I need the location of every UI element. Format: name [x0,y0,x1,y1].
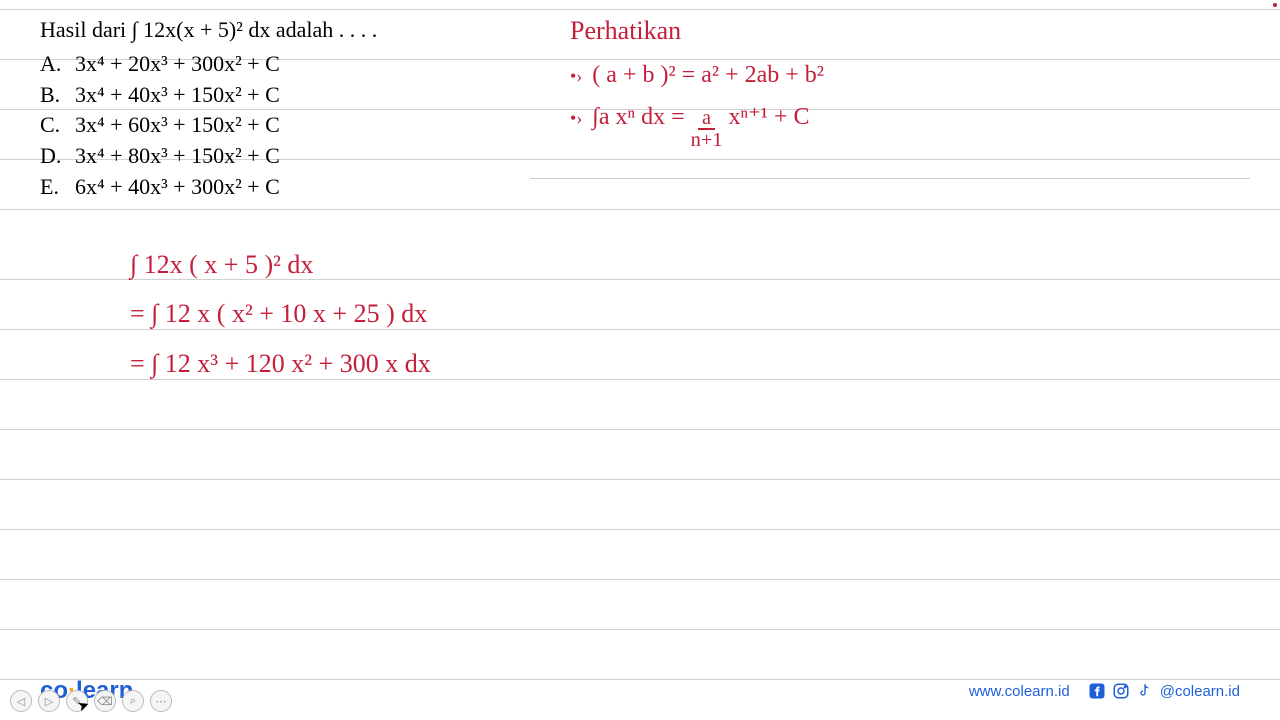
eraser-button[interactable]: ⌫ [94,690,116,712]
fraction: a n+1 [687,108,727,151]
footer-right: www.colearn.id @colearn.id [969,682,1240,700]
bullet-icon: •› [570,104,582,133]
formula-left: ∫a xⁿ dx = [592,98,684,136]
formula-right: xⁿ⁺¹ + C [729,98,810,136]
social-icons: @colearn.id [1088,682,1240,700]
bullet-icon: •› [570,62,582,91]
work-line-1: ∫ 12x ( x + 5 )² dx [130,240,431,289]
option-value: 3x⁴ + 60x³ + 150x² + C [75,110,280,141]
work-block: ∫ 12x ( x + 5 )² dx = ∫ 12 x ( x² + 10 x… [130,240,431,388]
option-label: C. [40,110,75,141]
option-value: 3x⁴ + 40x³ + 150x² + C [75,80,280,111]
more-button[interactable]: ⋯ [150,690,172,712]
tiktok-icon[interactable] [1136,682,1154,700]
zoom-button[interactable]: ⌕ [122,690,144,712]
work-line-3: = ∫ 12 x³ + 120 x² + 300 x dx [130,339,431,388]
website-url[interactable]: www.colearn.id [969,683,1070,700]
option-e: E. 6x⁴ + 40x³ + 300x² + C [40,172,1240,203]
option-label: D. [40,141,75,172]
footer: co·learn www.colearn.id @colearn.id [0,677,1280,705]
notes-formula-2: •› ∫a xⁿ dx = a n+1 xⁿ⁺¹ + C [570,98,824,151]
play-button[interactable]: ▷ [38,690,60,712]
option-value: 6x⁴ + 40x³ + 300x² + C [75,172,280,203]
notes-formula-1: •› ( a + b )² = a² + 2ab + b² [570,56,824,94]
option-value: 3x⁴ + 20x³ + 300x² + C [75,49,280,80]
notes-block: Perhatikan •› ( a + b )² = a² + 2ab + b²… [570,10,824,151]
instagram-icon[interactable] [1112,682,1130,700]
formula-text: ( a + b )² = a² + 2ab + b² [592,56,824,94]
notes-title: Perhatikan [570,10,824,52]
option-label: E. [40,172,75,203]
work-line-2: = ∫ 12 x ( x² + 10 x + 25 ) dx [130,289,431,338]
facebook-icon[interactable] [1088,682,1106,700]
fraction-denominator: n+1 [687,130,727,150]
option-label: B. [40,80,75,111]
divider-line [530,178,1250,179]
fraction-numerator: a [698,108,715,130]
social-handle[interactable]: @colearn.id [1160,683,1240,700]
prev-button[interactable]: ◁ [10,690,32,712]
option-value: 3x⁴ + 80x³ + 150x² + C [75,141,280,172]
option-label: A. [40,49,75,80]
